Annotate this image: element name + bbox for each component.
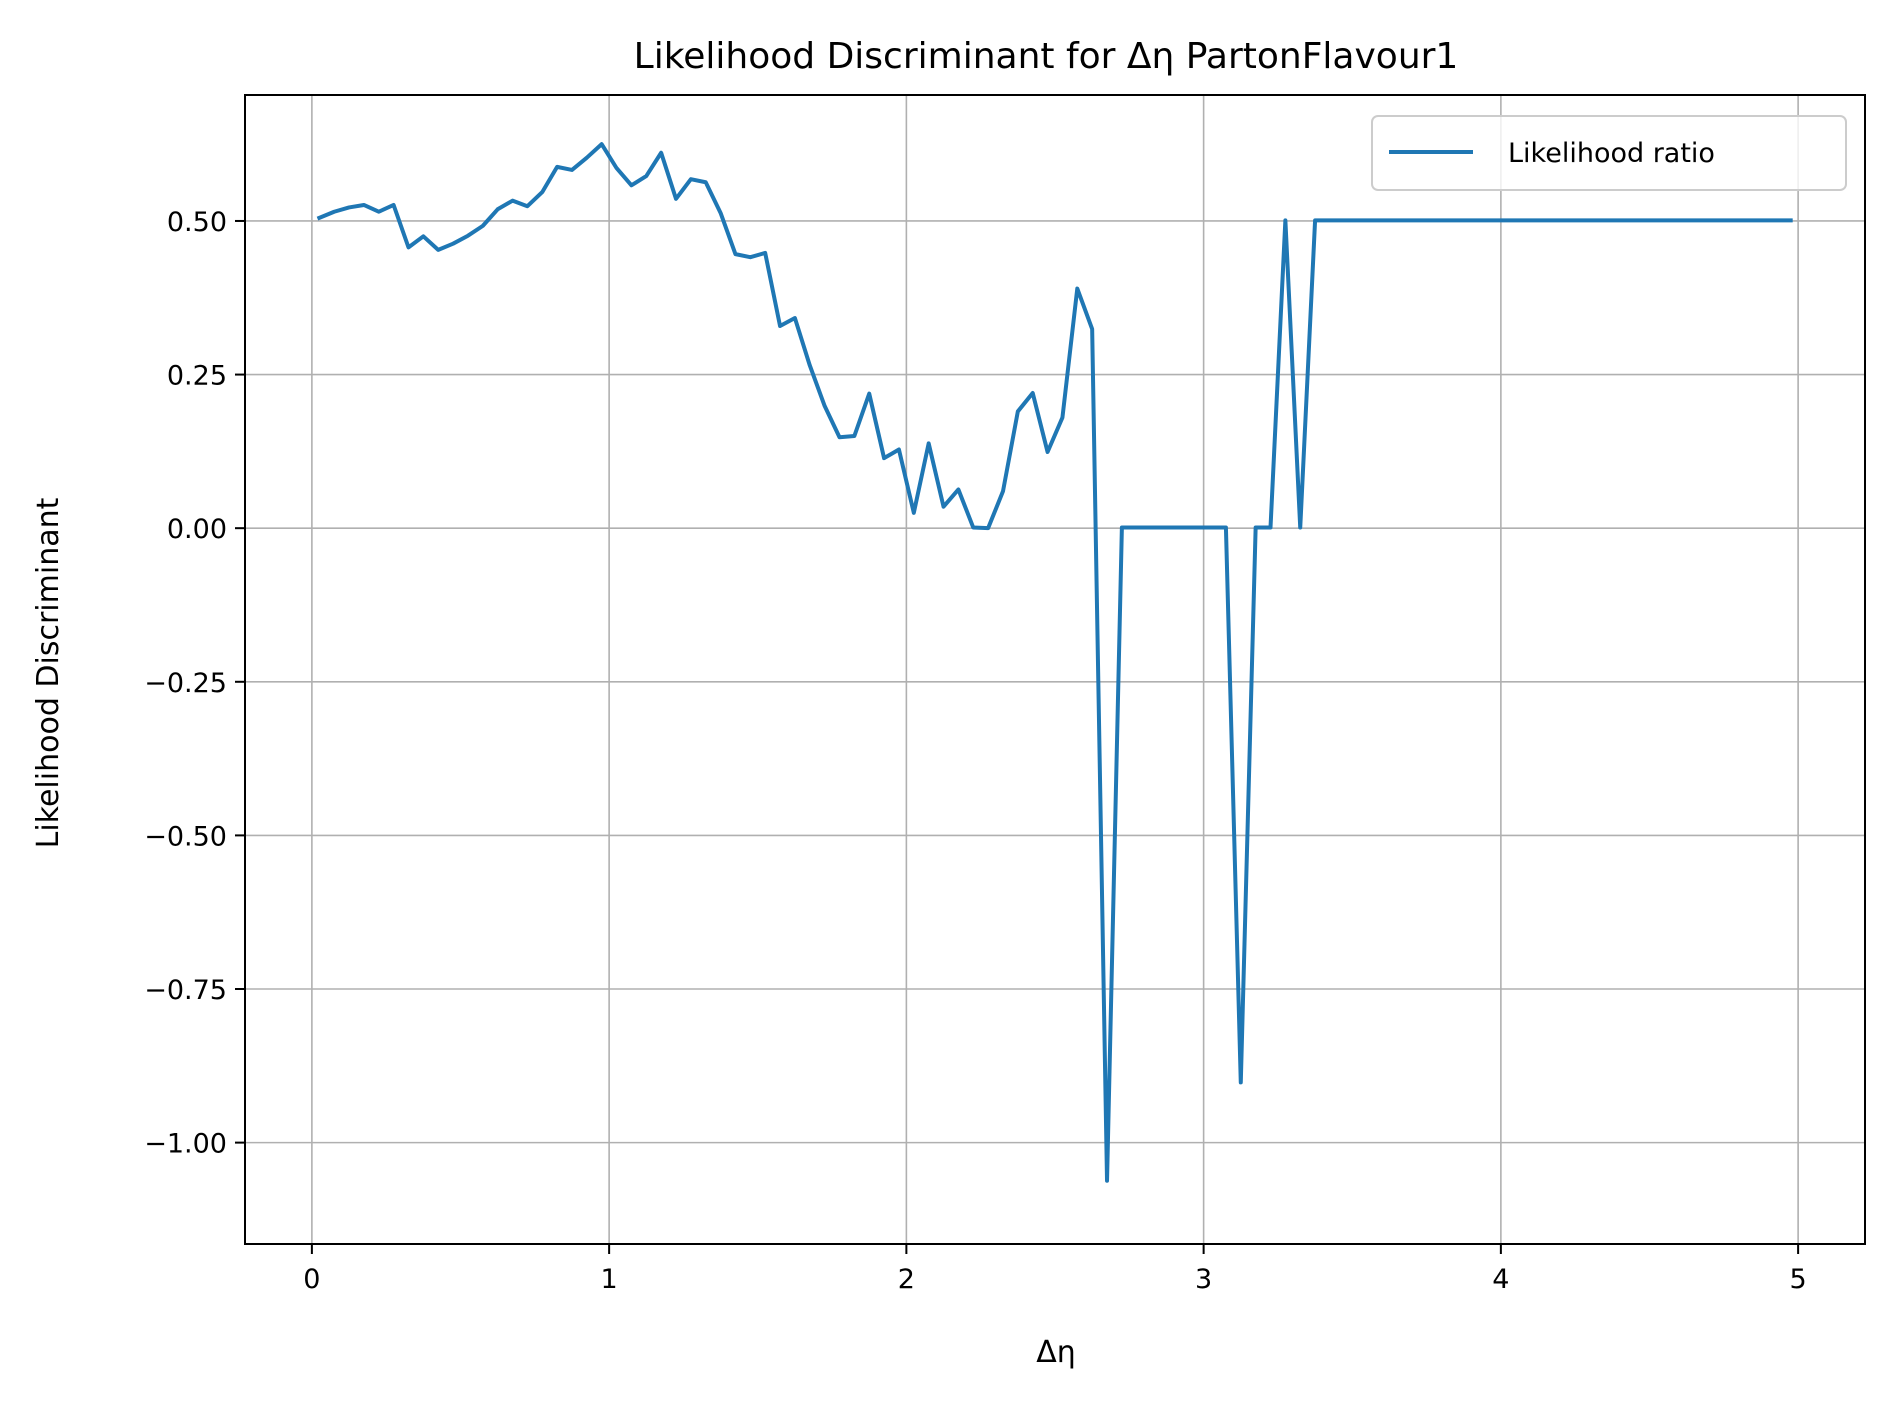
y-axis-label: Likelihood Discriminant — [31, 497, 66, 848]
y-axis-ticks: 0.50 0.25 0.00 −0.25 −0.50 −0.75 −1.00 — [144, 207, 245, 1160]
y-tick-label: −0.50 — [144, 821, 227, 852]
y-tick-label: 0.00 — [167, 514, 227, 545]
x-tick-label: 1 — [601, 1264, 618, 1295]
y-tick-label: −0.25 — [144, 668, 227, 699]
legend-frame — [1371, 115, 1847, 191]
plot-frame — [244, 94, 1866, 1245]
x-tick-label: 2 — [898, 1264, 915, 1295]
y-tick-label: −0.75 — [144, 975, 227, 1006]
x-tick-label: 3 — [1195, 1264, 1212, 1295]
legend-label: Likelihood ratio — [1508, 138, 1715, 169]
x-tick-label: 4 — [1492, 1264, 1509, 1295]
y-tick-label: 0.50 — [167, 207, 227, 238]
x-tick-label: 0 — [303, 1264, 320, 1295]
x-tick-label: 5 — [1790, 1264, 1807, 1295]
legend: Likelihood ratio — [1371, 115, 1847, 191]
grid-lines — [245, 95, 1865, 1244]
series-line-likelihood-ratio — [316, 142, 1793, 1183]
y-tick-label: −1.00 — [144, 1129, 227, 1160]
series-layer — [316, 142, 1793, 1183]
x-axis-ticks: 0 1 2 3 4 5 — [303, 1244, 1807, 1295]
chart-title: Likelihood Discriminant for Δη PartonFla… — [634, 36, 1459, 77]
x-axis-label: Δη — [1036, 1335, 1076, 1370]
y-tick-label: 0.25 — [167, 361, 227, 392]
